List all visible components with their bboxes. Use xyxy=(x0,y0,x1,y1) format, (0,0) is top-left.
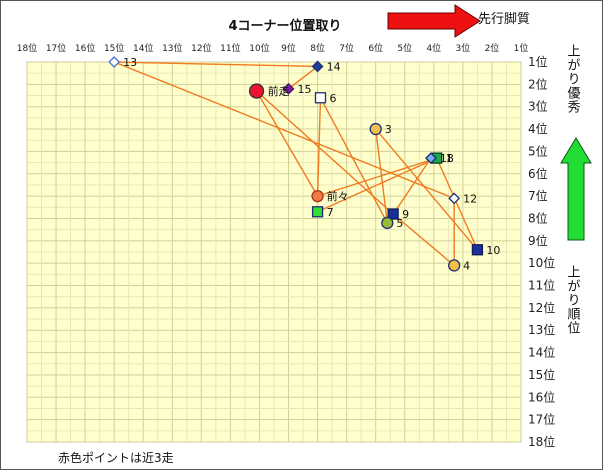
x-tick-label: 7位 xyxy=(339,42,354,54)
point-label: 7 xyxy=(327,206,334,219)
connection-line xyxy=(317,157,437,197)
point-label: 前々 xyxy=(327,189,349,203)
point-label: 13 xyxy=(123,56,137,69)
y-tick-label: 5位 xyxy=(528,143,548,158)
y-tick-label: 11位 xyxy=(528,278,555,293)
point-marker xyxy=(424,152,437,165)
red-arrow-right-icon xyxy=(387,4,481,38)
x-tick-label: 1位 xyxy=(514,42,529,54)
y-tick-label: 15位 xyxy=(528,367,555,382)
red-arrow-label: 先行脚質 xyxy=(478,11,530,27)
x-tick-label: 2位 xyxy=(485,42,500,54)
point-label: 10 xyxy=(486,244,500,257)
x-axis-ticks: 18位 17位 16位 15位 14位 13位 12位 11位 10位 9位 8位 7位 6位 5位 4位 3… xyxy=(17,42,529,54)
connection-line xyxy=(317,157,438,213)
y-tick-label: 6位 xyxy=(528,166,548,181)
connection-lines xyxy=(113,61,479,266)
point-label: 9 xyxy=(402,208,409,221)
point-label: 1 xyxy=(446,152,453,165)
point-label: 6 xyxy=(329,92,336,105)
connection-line xyxy=(375,128,478,251)
x-tick-label: 8位 xyxy=(310,42,325,54)
connection-line xyxy=(392,213,455,266)
y-tick-label: 13位 xyxy=(528,322,555,337)
point-marker xyxy=(369,122,382,136)
point-label: 18 xyxy=(440,152,454,165)
point-marker xyxy=(311,206,324,218)
connection-line xyxy=(256,90,394,215)
point-marker xyxy=(471,244,484,256)
y-tick-label: 10位 xyxy=(528,255,555,270)
connection-line xyxy=(319,97,388,224)
y-tick-label: 2位 xyxy=(528,76,548,91)
y-tick-label: 17位 xyxy=(528,412,555,427)
x-tick-label: 18位 xyxy=(17,42,37,54)
green-arrow-up-icon xyxy=(560,137,592,241)
y-axis-ticks: 1位 2位 3位 4位 5位 6位 7位 8位 9位 10位 11位 12位 13位 14位 15位 16位 1… xyxy=(528,54,555,449)
x-tick-label: 6位 xyxy=(368,42,383,54)
point-marker xyxy=(108,56,121,68)
point-label: 5 xyxy=(396,217,403,230)
arrow-up-label-bottom: 上がり順位 xyxy=(565,265,581,335)
point-marker xyxy=(387,208,399,220)
grid-lines xyxy=(26,61,522,443)
arrow-up-label-top: 上がり優秀 xyxy=(565,44,581,114)
y-tick-label: 7位 xyxy=(528,188,548,203)
connection-line xyxy=(255,90,319,197)
point-marker xyxy=(248,83,265,99)
y-tick-label: 4位 xyxy=(528,121,548,136)
connection-line xyxy=(288,65,319,90)
x-tick-label: 10位 xyxy=(249,42,269,54)
point-marker xyxy=(314,92,327,104)
point-marker xyxy=(311,189,324,203)
y-tick-label: 18位 xyxy=(528,434,555,449)
point-label: 15 xyxy=(298,83,312,96)
point-label: 前走 xyxy=(268,84,290,98)
x-tick-label: 12位 xyxy=(191,42,211,54)
point-label: 4 xyxy=(463,259,470,272)
x-tick-label: 17位 xyxy=(46,42,66,54)
connection-line xyxy=(436,157,479,251)
y-tick-label: 16位 xyxy=(528,389,555,404)
point-marker xyxy=(448,259,461,272)
point-label: 3 xyxy=(385,123,392,136)
y-tick-label: 9位 xyxy=(528,233,548,248)
point-marker xyxy=(381,216,394,230)
x-tick-label: 4位 xyxy=(426,42,441,54)
x-tick-label: 13位 xyxy=(162,42,182,54)
data-points xyxy=(108,56,484,272)
footnote: 赤色ポイントは近3走 xyxy=(58,451,174,465)
point-label: 14 xyxy=(327,60,341,73)
x-tick-label: 16位 xyxy=(75,42,95,54)
x-tick-label: 15位 xyxy=(104,42,124,54)
connection-line xyxy=(316,97,322,197)
point-marker xyxy=(448,192,461,205)
x-tick-label: 9位 xyxy=(281,42,296,54)
point-labels: 13 14 15 前走 6 3 118 前々 12 7 95 10 4 xyxy=(123,56,500,272)
y-tick-label: 1位 xyxy=(528,54,548,69)
y-tick-label: 8位 xyxy=(528,210,548,225)
y-tick-label: 14位 xyxy=(528,345,555,360)
y-tick-label: 3位 xyxy=(528,99,548,114)
point-marker xyxy=(311,60,324,73)
point-marker xyxy=(282,82,295,95)
x-tick-label: 3位 xyxy=(456,42,471,54)
x-tick-label: 5位 xyxy=(397,42,412,54)
point-label: 12 xyxy=(463,192,477,205)
y-tick-label: 12位 xyxy=(528,300,555,315)
chart-title: 4コーナー位置取り xyxy=(228,18,341,34)
x-tick-label: 14位 xyxy=(133,42,153,54)
connection-line xyxy=(114,61,318,68)
x-tick-label: 11位 xyxy=(220,42,240,54)
